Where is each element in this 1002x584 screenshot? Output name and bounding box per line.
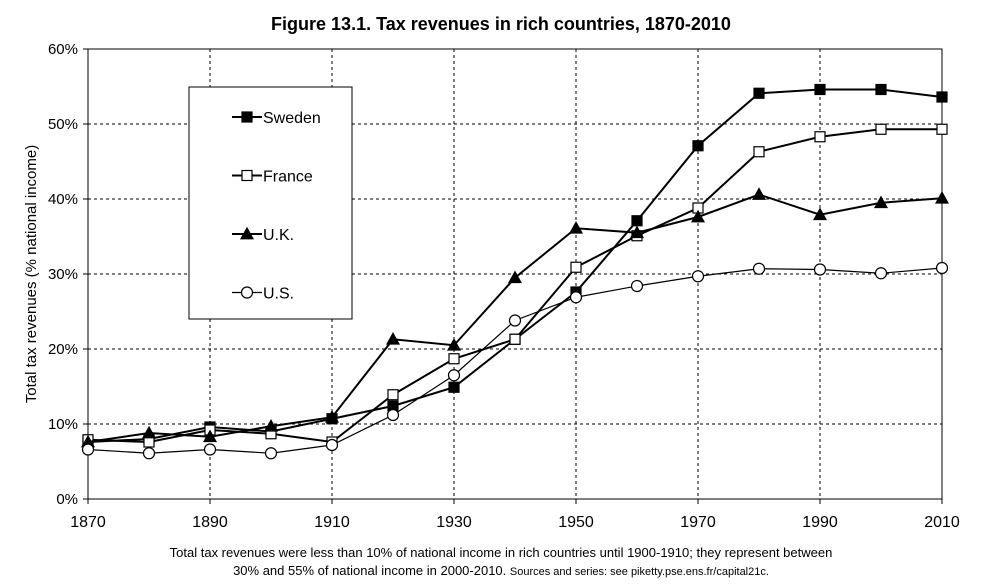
data-point-uk: [263, 419, 279, 432]
legend-label-sweden: Sweden: [263, 110, 321, 127]
data-point-uk: [751, 187, 767, 200]
data-point-uk: [568, 221, 584, 234]
data-point-uk: [141, 425, 157, 439]
legend-item-uk: U.K.: [232, 226, 294, 244]
data-point-sweden: [753, 87, 765, 99]
y-axis-ticks: 0% 10% 20% 30% 40% 50% 60%: [48, 41, 88, 508]
data-point-sweden: [692, 140, 704, 152]
legend-marker-us: [240, 286, 254, 299]
y-tick-label: 0%: [56, 491, 78, 508]
y-tick-label: 60%: [48, 41, 78, 58]
data-point-france: [814, 131, 826, 143]
data-point-uk: [690, 209, 706, 223]
data-point-us: [325, 438, 339, 452]
x-tick-label: 1930: [436, 514, 472, 531]
data-point-uk: [324, 410, 340, 423]
data-point-us: [203, 443, 217, 456]
data-point-us: [752, 262, 766, 275]
data-point-france: [509, 333, 521, 345]
y-tick-label: 40%: [48, 191, 78, 208]
legend-label-france: France: [263, 169, 313, 186]
legend-item-sweden: Sweden: [232, 110, 321, 127]
legend-marker-france: [241, 169, 253, 182]
data-point-uk: [507, 270, 523, 284]
x-tick-label: 2010: [924, 514, 960, 531]
caption-sources: Sources and series: see piketty.pse.ens.…: [509, 566, 769, 578]
series-us: [81, 261, 949, 460]
data-point-us: [142, 447, 156, 460]
y-tick-label: 10%: [48, 416, 78, 433]
data-point-us: [630, 279, 644, 293]
x-tick-label: 1970: [680, 514, 716, 531]
x-tick-label: 1890: [192, 514, 228, 531]
x-tick-label: 1950: [558, 514, 594, 531]
data-point-us: [81, 443, 95, 456]
data-point-france: [448, 353, 460, 365]
data-point-uk: [446, 338, 462, 351]
legend-marker-uk: [239, 226, 255, 240]
data-point-uk: [629, 225, 645, 239]
y-axis-label: Total tax revenues (% national income): [23, 145, 40, 403]
legend-marker-sweden: [241, 111, 253, 123]
data-point-sweden: [936, 91, 948, 103]
legend: Sweden France U.K. U.S.: [188, 86, 353, 320]
legend-item-us: U.S.: [232, 286, 294, 303]
caption-line-2-main: 30% and 55% of national income in 2000-2…: [233, 563, 510, 578]
y-tick-label: 50%: [48, 116, 78, 133]
legend-label-uk: U.K.: [263, 227, 294, 244]
series-uk: [80, 187, 950, 448]
x-axis-ticks: 1870 1890 1910 1930 1950 1970 1990 2010: [70, 499, 960, 531]
caption-line-2: 30% and 55% of national income in 2000-2…: [0, 563, 1002, 578]
data-point-uk: [934, 191, 950, 204]
data-point-sweden: [875, 83, 887, 96]
y-tick-label: 20%: [48, 341, 78, 358]
series-layer: [80, 83, 950, 460]
legend-box: [188, 86, 353, 320]
x-tick-label: 1870: [70, 514, 106, 531]
data-point-sweden: [631, 215, 643, 227]
data-point-france: [570, 261, 582, 273]
data-point-france: [936, 123, 948, 135]
data-point-us: [935, 261, 949, 275]
data-point-france: [143, 436, 155, 448]
data-point-us: [874, 267, 888, 280]
data-point-us: [264, 447, 278, 460]
data-point-us: [813, 263, 827, 276]
legend-label-us: U.S.: [263, 286, 294, 303]
data-point-uk: [202, 429, 218, 443]
data-point-sweden: [448, 381, 460, 393]
chart-title: Figure 13.1. Tax revenues in rich countr…: [271, 14, 731, 34]
data-point-france: [875, 123, 887, 135]
data-point-us: [508, 314, 522, 327]
data-point-us: [386, 408, 400, 422]
data-point-uk: [812, 207, 828, 221]
legend-item-france: France: [232, 169, 313, 186]
x-tick-label: 1910: [314, 514, 350, 531]
data-point-us: [569, 291, 583, 304]
data-point-france: [753, 146, 765, 158]
data-point-uk: [873, 195, 889, 209]
data-point-france: [387, 389, 399, 401]
data-point-us: [691, 270, 705, 283]
data-point-sweden: [814, 83, 826, 96]
y-tick-label: 30%: [48, 266, 78, 283]
caption-line-1: Total tax revenues were less than 10% of…: [169, 545, 833, 560]
x-tick-label: 1990: [802, 514, 838, 531]
data-point-us: [447, 369, 461, 382]
data-point-uk: [385, 332, 401, 345]
